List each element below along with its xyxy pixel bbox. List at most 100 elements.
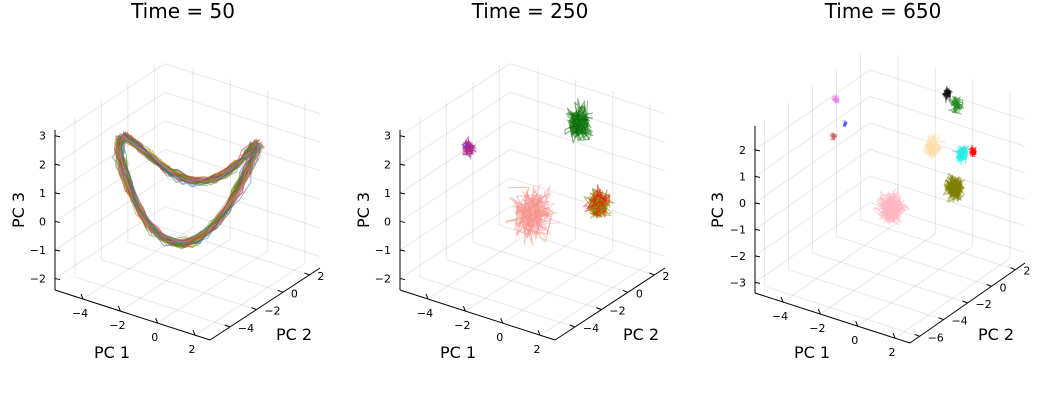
- grid-line: [509, 148, 666, 200]
- trajectory-trace: [121, 135, 261, 245]
- x-axis-label: PC 1: [440, 343, 476, 362]
- z-tick-mark: [54, 249, 61, 252]
- grid-line: [399, 63, 511, 137]
- z-tick-label: −1: [375, 244, 391, 257]
- grid-line: [857, 245, 973, 327]
- grid-line: [754, 95, 871, 177]
- y-tick-mark: [986, 283, 992, 287]
- y-tick-mark: [649, 272, 655, 276]
- grid-line: [120, 238, 231, 312]
- grid-line: [502, 250, 613, 324]
- grid-line: [894, 257, 1011, 339]
- grid-line: [754, 201, 871, 283]
- x-tick-label: −4: [417, 307, 433, 320]
- cluster-4: [941, 85, 953, 104]
- y-tick-label: 0: [636, 287, 643, 300]
- z-tick-label: 3: [384, 130, 391, 143]
- x-tick-mark: [117, 305, 121, 312]
- z-tick-mark: [54, 220, 61, 223]
- y-tick-label: −4: [238, 322, 254, 335]
- plot-panel-1: −4 −2 0 2 −4 −2 0 2 −2 −1 0 1 2 3 Time = 50 PC 1 PC 2 PC …: [9, 0, 324, 362]
- trajectory-trace: [950, 179, 962, 195]
- x-tick-label: −2: [809, 322, 825, 335]
- x-tick-mark: [892, 332, 896, 339]
- trajectory-trace: [877, 192, 895, 224]
- trajectory-trace: [956, 144, 967, 157]
- y-tick-mark: [304, 272, 310, 276]
- cluster-8: [951, 144, 970, 166]
- y-tick-label: −6: [928, 331, 944, 344]
- grid-line: [399, 206, 511, 279]
- x-axis: [54, 289, 211, 341]
- z-tick-label: 2: [739, 144, 746, 157]
- y-tick-label: 0: [291, 287, 298, 300]
- grid-line: [812, 252, 968, 304]
- z-axis-label: PC 3: [9, 192, 28, 228]
- grid-line: [399, 177, 511, 251]
- z-tick-mark: [399, 135, 406, 138]
- grid-line: [869, 148, 1026, 200]
- grid-line: [54, 149, 166, 222]
- y-tick-mark: [277, 289, 284, 293]
- plot-panel-2: −4 −2 0 2 −4 −2 0 2 −2 −1 0 1 2 3 Time = 250 PC 1 PC 2 PC…: [354, 0, 669, 362]
- x-tick-label: −2: [454, 319, 470, 332]
- x-tick-label: −4: [772, 310, 788, 323]
- grid-line: [164, 120, 321, 172]
- z-tick-mark: [399, 278, 406, 281]
- grid-line: [472, 241, 629, 293]
- trajectory-trace: [923, 139, 938, 158]
- cluster-3: [829, 131, 839, 142]
- y-tick-mark: [962, 300, 968, 304]
- z-tick-label: −1: [30, 244, 46, 257]
- grid-line: [509, 63, 666, 115]
- z-tick-label: −2: [375, 273, 391, 286]
- z-tick-mark: [754, 175, 761, 178]
- z-tick-mark: [399, 192, 406, 195]
- z-tick-mark: [54, 135, 61, 138]
- x-tick-label: 0: [151, 331, 158, 344]
- x-tick-mark: [425, 293, 429, 300]
- z-axis-label: PC 3: [354, 192, 373, 228]
- y-tick-label: 0: [999, 281, 1006, 294]
- y-tick-mark: [596, 307, 602, 311]
- grid-line: [788, 269, 944, 321]
- x-tick-mark: [817, 308, 821, 315]
- y-tick-mark: [938, 317, 944, 321]
- grid-line: [539, 262, 651, 336]
- grid-line: [164, 206, 321, 258]
- grid-line: [465, 238, 576, 312]
- trajectory-trace: [831, 133, 837, 141]
- z-tick-mark: [399, 220, 406, 223]
- grid-line: [74, 276, 231, 328]
- y-axis-label: PC 2: [978, 325, 1014, 344]
- panel-title: Time = 50: [130, 0, 235, 23]
- grid-line: [127, 241, 284, 293]
- grid-line: [164, 63, 321, 115]
- x-axis-label: PC 1: [94, 343, 130, 362]
- trajectory-trace: [925, 135, 941, 154]
- y-axis-label: PC 2: [623, 325, 659, 344]
- trajectory-group: [460, 98, 616, 246]
- grid-line: [836, 235, 992, 287]
- z-tick-mark: [754, 202, 761, 205]
- y-tick-mark: [914, 333, 920, 337]
- x-tick-label: 2: [889, 346, 896, 359]
- y-tick-mark: [224, 324, 231, 328]
- grid-line: [782, 221, 899, 303]
- z-axis-label: PC 3: [708, 192, 727, 228]
- trajectory-trace: [119, 135, 265, 243]
- z-tick-label: 3: [39, 130, 46, 143]
- grid-line: [509, 120, 666, 172]
- grid-line: [54, 91, 166, 165]
- y-axis-label: PC 2: [276, 325, 312, 344]
- grid-line: [869, 122, 1026, 174]
- trajectory-trace: [462, 135, 473, 156]
- z-tick-label: 1: [39, 187, 46, 200]
- trajectory-trace: [565, 105, 591, 134]
- x-tick-mark: [855, 320, 859, 327]
- cluster-2: [564, 98, 594, 145]
- grid-line: [399, 149, 511, 222]
- y-tick-mark: [1010, 267, 1016, 271]
- panel-title: Time = 250: [471, 0, 589, 23]
